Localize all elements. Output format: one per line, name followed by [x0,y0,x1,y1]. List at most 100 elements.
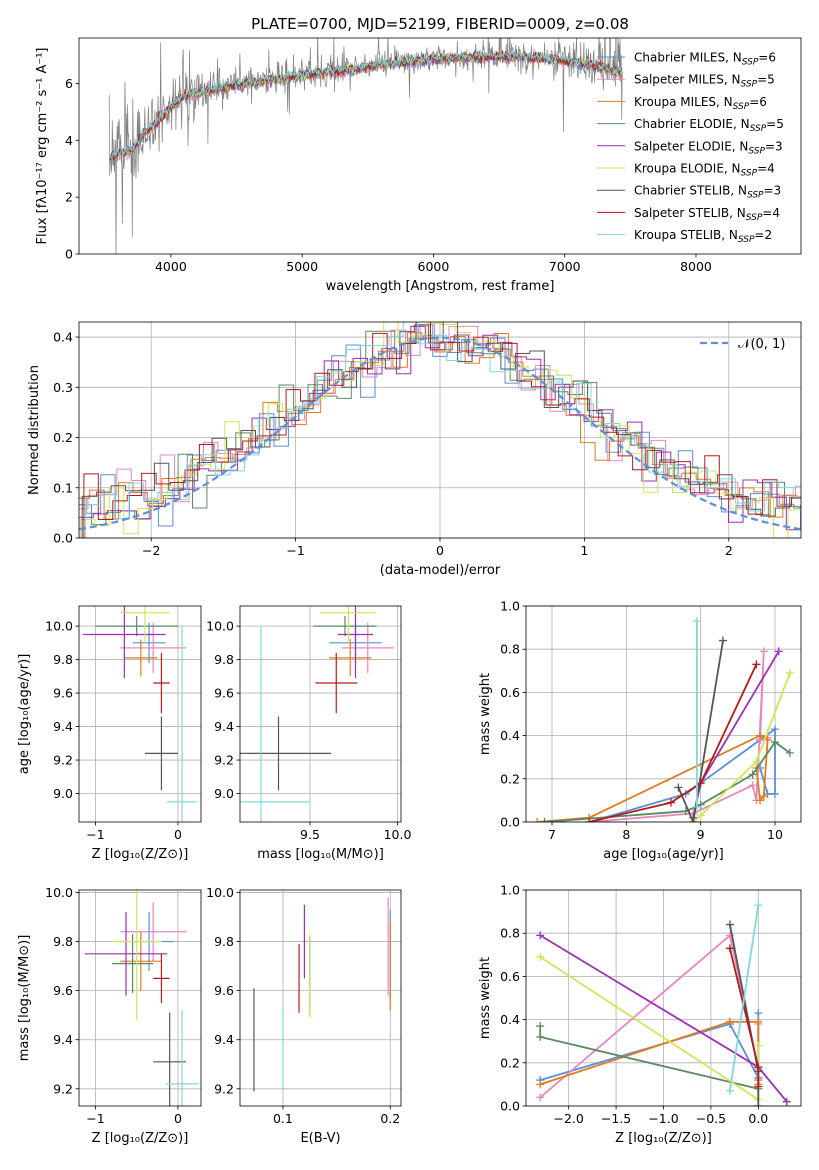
series-line [729,904,760,1092]
mass-vs-metallicity-panel: −1 0 9.2 9.4 9.6 9.8 10.0 Z [log₁₀(Z/Z⊙)] mass [… [17,885,202,1146]
plot-area [108,38,623,254]
histogram-step-line [85,322,801,538]
series-line [588,727,776,822]
histogram-step-line [79,324,801,527]
data-point-marker [585,818,594,822]
legend-entry: Salpeter ELODIE, NSSP=3 [634,139,783,156]
x-axis-label: age [log₁₀(age/yr)] [603,847,724,862]
y-tick-label: 0.6 [500,685,520,700]
data-point-marker [536,1093,545,1102]
legend-prefix: Chabrier MILES, N [634,51,742,65]
x-tick-label: −1 [286,543,304,558]
legend-suffix: =6 [758,51,776,65]
y-tick-label: 10.0 [206,885,234,900]
x-tick-label: 2 [725,543,733,558]
x-tick-label: −1.5 [601,1111,631,1126]
y-tick-label: 9.0 [53,786,73,801]
x-tick-label: 5000 [286,259,318,274]
x-axis-label: (data-model)/error [380,563,501,578]
legend-entry: Salpeter MILES, NSSP=5 [634,73,775,90]
y-axis-label: mass [log₁₀(M/M⊙)] [17,935,32,1062]
y-tick-label: 9.8 [214,934,234,949]
x-axis-label: Z [log₁₀(Z/Z⊙)] [92,847,189,862]
data-point-marker [754,1041,763,1050]
y-tick-label: 9.8 [53,652,73,667]
data-point-marker [536,1022,545,1031]
legend-entry: Salpeter STELIB, NSSP=4 [634,206,780,223]
plot-area [253,897,391,1092]
x-tick-label: 8000 [680,259,712,274]
legend-entry: Chabrier STELIB, NSSP=3 [634,184,781,201]
y-axis-label: mass weight [478,673,493,755]
legend-subscript: SSP [738,235,755,245]
y-tick-label: 9.2 [53,1081,73,1096]
data-point-marker [696,779,705,788]
legend-entry: Chabrier ELODIE, NSSP=5 [634,117,784,134]
data-point-marker [536,1032,545,1041]
histogram-step-line [79,325,801,538]
y-tick-label: 9.6 [53,983,73,998]
model-spectrum-line [109,49,623,160]
data-point-marker [748,770,757,779]
data-point-marker [754,1082,763,1091]
y-tick-label: 0.8 [500,926,520,941]
y-tick-label: 9.8 [53,934,73,949]
x-tick-label: 8 [622,827,630,842]
x-tick-label: 0.1 [273,1111,293,1126]
data-point-marker [770,725,779,734]
data-point-marker [696,811,705,820]
y-tick-label: 6 [65,76,73,91]
data-point-marker [540,818,549,822]
y-tick-label: 9.0 [214,786,234,801]
series-line [539,1026,759,1090]
legend-subscript: SSP [741,169,758,179]
legend-prefix: Kroupa MILES, N [634,95,733,109]
histogram-step-line [83,322,801,538]
legend-entry: 𝒩(0, 1) [738,337,785,352]
legend-subscript: SSP [747,191,764,201]
series-line [539,1020,760,1086]
y-axis-label: age [log₁₀(age/yr)] [17,654,32,775]
x-axis-label: mass [log₁₀(M/M⊙)] [257,847,384,862]
y-tick-label: 0.2 [500,771,520,786]
y-axis-label: mass weight [478,957,493,1039]
x-axis-label: wavelength [Angstrom, rest frame] [326,279,555,294]
legend-suffix: =5 [766,117,784,131]
y-tick-label: 1.0 [500,883,520,898]
x-tick-label: 1 [580,543,588,558]
normal-distribution-curve [79,336,801,531]
y-axis-label: Normed distribution [27,365,42,495]
series-line [692,672,791,822]
plot-area [533,617,794,822]
legend-suffix: =4 [762,206,780,220]
y-tick-label: 4 [65,133,73,148]
x-tick-label: 6000 [418,259,450,274]
x-tick-label: 10.0 [384,827,412,842]
legend-prefix: Salpeter ELODIE, N [634,139,748,153]
y-tick-label: 0 [65,247,73,262]
x-tick-label: −0.5 [696,1111,726,1126]
x-tick-label: −1.0 [648,1111,678,1126]
plot-area [84,890,199,1106]
legend-suffix: =3 [765,139,783,153]
legend-suffix: =3 [764,184,782,198]
weight-vs-age-panel: 7 8 9 10 0.0 0.2 0.4 0.6 0.8 1.0 age [log₁₀(age/yr… [478,599,802,862]
y-tick-label: 0.4 [500,728,520,743]
legend-suffix: =5 [757,73,775,87]
x-tick-label: 0.0 [748,1111,768,1126]
legend-entry: Kroupa STELIB, NSSP=2 [634,228,772,245]
x-tick-label: 7 [548,827,556,842]
data-point-marker [754,901,763,910]
legend-entry: Kroupa ELODIE, NSSP=4 [634,162,775,179]
data-point-marker [754,1063,763,1072]
series-line [539,956,760,1102]
x-tick-label: 4000 [155,259,187,274]
x-axis-label: Z [log₁₀(Z/Z⊙)] [615,1131,712,1146]
plot-area [240,606,394,822]
x-tick-label: 9 [697,827,705,842]
data-point-marker [754,1102,763,1106]
data-point-marker [718,636,727,645]
legend-subscript: SSP [748,146,765,156]
